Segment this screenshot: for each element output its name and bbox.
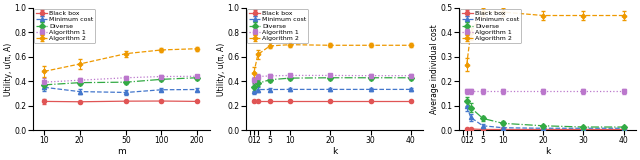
Legend: Black box, Minimum cost, Diverse, Algorithm 1, Algorithm 2: Black box, Minimum cost, Diverse, Algori… [34, 9, 95, 43]
Y-axis label: Average individual cost: Average individual cost [430, 24, 439, 114]
X-axis label: k: k [545, 147, 550, 156]
X-axis label: m: m [117, 147, 126, 156]
X-axis label: k: k [332, 147, 337, 156]
Legend: Black box, Minimum cost, Diverse, Algorithm 1, Algorithm 2: Black box, Minimum cost, Diverse, Algori… [460, 9, 521, 43]
Y-axis label: Utility, u(π, A): Utility, u(π, A) [4, 42, 13, 96]
Y-axis label: Utility, u(π, A): Utility, u(π, A) [217, 42, 226, 96]
Legend: Black box, Minimum cost, Diverse, Algorithm 1, Algorithm 2: Black box, Minimum cost, Diverse, Algori… [247, 9, 308, 43]
